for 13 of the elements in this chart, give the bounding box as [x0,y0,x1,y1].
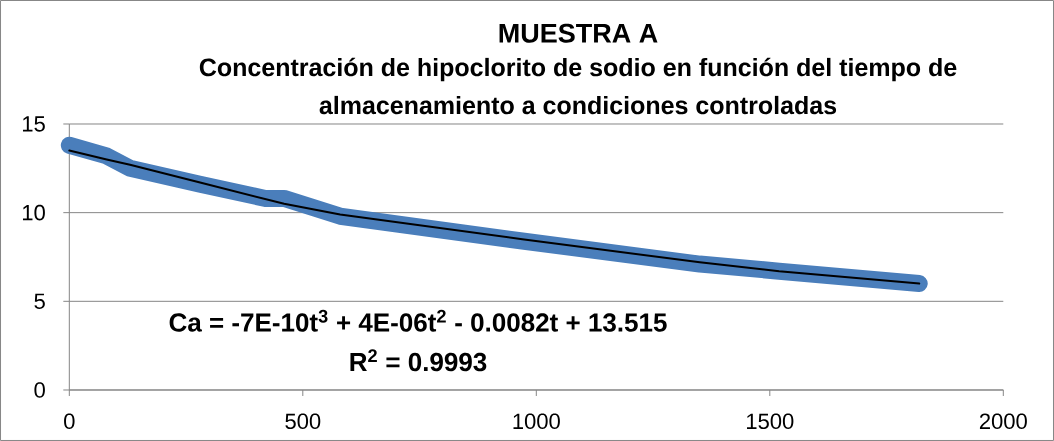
x-tick-label: 1500 [747,413,794,430]
annotation: Ca = -7E-10t$^{3}$ + 4E-06t$^{2}$ - 0.0082t + 13.515 [169,309,667,332]
x-tick-label: 2000 [979,413,1027,430]
x-tick-label: 1000 [513,413,560,430]
annotation: R$^{2}$ = 0.9993 [350,349,487,372]
x-tick-label: 0 [64,413,75,430]
y-tick-label: 10 [22,204,45,221]
y-tick-label: 5 [34,293,45,309]
y-tick-label: 15 [22,116,45,132]
chart-title: MUESTRA A [499,23,658,43]
y-tick-label: 0 [34,382,45,398]
x-tick-label: 500 [285,413,321,430]
chart-subtitle: Concentración de hipoclorito de sodio en función del tiempo de almacenamiento a condiciones controladas [199,57,957,115]
